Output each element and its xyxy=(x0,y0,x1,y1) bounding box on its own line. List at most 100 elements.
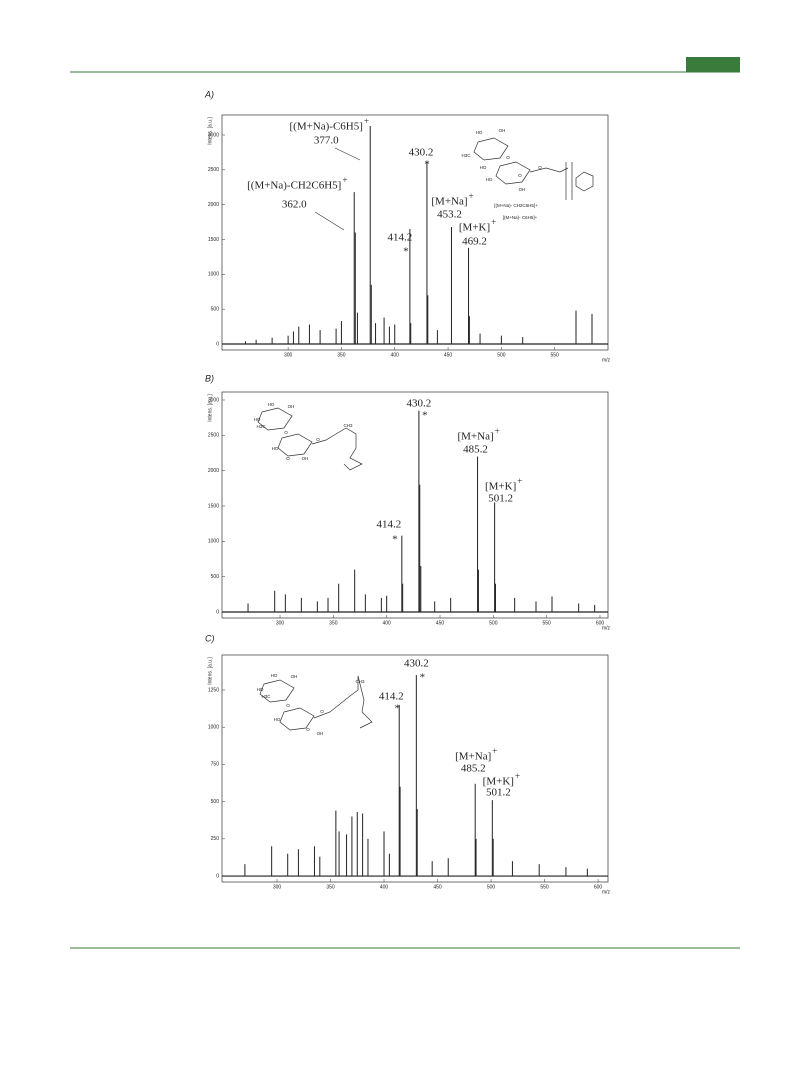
structure-label: CH3 xyxy=(355,679,364,684)
y-tick-label: 3000 xyxy=(208,397,219,403)
peak-marker: * xyxy=(420,672,426,684)
panel-label: A) xyxy=(204,89,214,99)
structure-label: HO xyxy=(272,446,279,451)
y-tick-label: 0 xyxy=(216,341,219,347)
peak-marker: * xyxy=(394,703,400,715)
x-tick-label: 300 xyxy=(276,620,285,626)
mz-label: 469.2 xyxy=(462,236,487,248)
y-tick-label: 1000 xyxy=(208,539,219,545)
ion-charge: + xyxy=(515,771,520,781)
ion-charge: + xyxy=(491,217,496,227)
structure-label: HO xyxy=(476,130,483,135)
ion-label: [M+Na] xyxy=(455,751,491,763)
structure-label: OH xyxy=(499,128,506,133)
x-tick-label: 400 xyxy=(391,352,400,358)
y-axis-label: Intens. [a.u.] xyxy=(207,657,213,685)
ion-charge: + xyxy=(469,191,474,201)
x-axis-label: m/z xyxy=(602,889,611,895)
x-tick-label: 350 xyxy=(329,620,338,626)
leader-line xyxy=(314,211,345,231)
mz-label: 430.2 xyxy=(404,658,429,670)
y-tick-label: 500 xyxy=(211,799,220,805)
ion-label: [M+K] xyxy=(459,222,490,234)
ion-label: [M+K] xyxy=(485,481,516,493)
structure-label: HO xyxy=(268,402,275,407)
ion-label: [M+Na] xyxy=(457,431,493,443)
ion-label: [M+K] xyxy=(483,776,514,788)
structure-label: O xyxy=(284,430,288,435)
x-tick-label: 550 xyxy=(540,884,549,890)
x-tick-label: 550 xyxy=(551,352,560,358)
structure-label: H3C xyxy=(256,424,266,429)
panel-label: B) xyxy=(205,373,214,383)
y-tick-label: 250 xyxy=(211,836,220,842)
y-tick-label: 3000 xyxy=(208,132,219,138)
ion-label: [(M+Na)-C6H5] xyxy=(290,121,363,133)
y-tick-label: 1500 xyxy=(208,237,219,243)
peak-marker: * xyxy=(392,534,398,546)
ion-label: [(M+Na)-CH2C6H5] xyxy=(247,180,341,192)
y-axis-label: Intens. [a.u.] xyxy=(207,394,213,422)
y-tick-label: 2000 xyxy=(208,202,219,208)
structure-label: HO xyxy=(486,177,493,182)
mz-label: 501.2 xyxy=(488,493,513,505)
mz-label: 485.2 xyxy=(461,763,486,775)
structure-label: OH xyxy=(302,456,309,461)
x-tick-label: 600 xyxy=(596,620,605,626)
y-tick-label: 500 xyxy=(211,574,220,580)
y-tick-label: 1000 xyxy=(208,725,219,731)
structure-label: HO xyxy=(274,717,281,722)
y-tick-label: 1250 xyxy=(208,687,219,693)
plot-frame xyxy=(221,114,609,351)
header-tab xyxy=(686,57,740,72)
x-tick-label: 600 xyxy=(594,884,603,890)
mz-label: 377.0 xyxy=(314,135,339,147)
structure-label: HO xyxy=(480,165,487,170)
ion-charge: + xyxy=(342,175,347,185)
y-tick-label: 0 xyxy=(216,609,219,615)
structure-label: HO xyxy=(257,687,264,692)
mz-label: 485.2 xyxy=(463,444,488,456)
x-tick-label: 300 xyxy=(273,884,282,890)
structure-drawing xyxy=(257,137,594,731)
x-tick-label: 500 xyxy=(487,884,496,890)
ion-charge: + xyxy=(492,746,497,756)
x-tick-label: 500 xyxy=(497,352,506,358)
mz-label: 430.2 xyxy=(407,398,432,410)
y-tick-label: 1500 xyxy=(208,503,219,509)
x-tick-label: 450 xyxy=(444,352,453,358)
x-tick-label: 450 xyxy=(433,884,442,890)
structure-label: HO xyxy=(271,673,278,678)
ion-label: [M+Na] xyxy=(431,196,467,208)
ion-charge: + xyxy=(495,426,500,436)
structure-label: O xyxy=(316,437,320,442)
ion-charge: + xyxy=(517,476,522,486)
structure-label: [(M+Na)- CH2C6H5]+ xyxy=(494,203,538,208)
mz-label: 453.2 xyxy=(437,209,462,221)
mz-label: 414.2 xyxy=(379,691,404,703)
y-tick-label: 0 xyxy=(216,873,219,879)
y-tick-label: 1000 xyxy=(208,272,219,278)
structure-label: OH xyxy=(288,404,295,409)
x-tick-label: 550 xyxy=(542,620,551,626)
structure-label: O xyxy=(506,155,510,160)
structure-label: H3C xyxy=(261,694,271,699)
structure-label: H3C xyxy=(461,153,471,158)
structure-label: CH3 xyxy=(343,423,352,428)
mz-label: 414.2 xyxy=(388,232,413,244)
x-tick-label: 300 xyxy=(284,352,293,358)
plot-frame xyxy=(221,391,609,619)
peak-marker: * xyxy=(422,410,428,422)
mz-label: 362.0 xyxy=(282,199,307,211)
structure-label: O xyxy=(286,456,290,461)
x-axis-label: m/z xyxy=(602,357,611,363)
mz-label: 430.2 xyxy=(409,147,434,159)
x-tick-label: 450 xyxy=(436,620,445,626)
x-axis-label: m/z xyxy=(602,625,611,631)
y-axis-label: Intens. [a.u.] xyxy=(207,117,213,145)
structure-label: OH xyxy=(317,731,324,736)
structure-label: O xyxy=(286,703,290,708)
peak-marker: * xyxy=(403,246,409,258)
